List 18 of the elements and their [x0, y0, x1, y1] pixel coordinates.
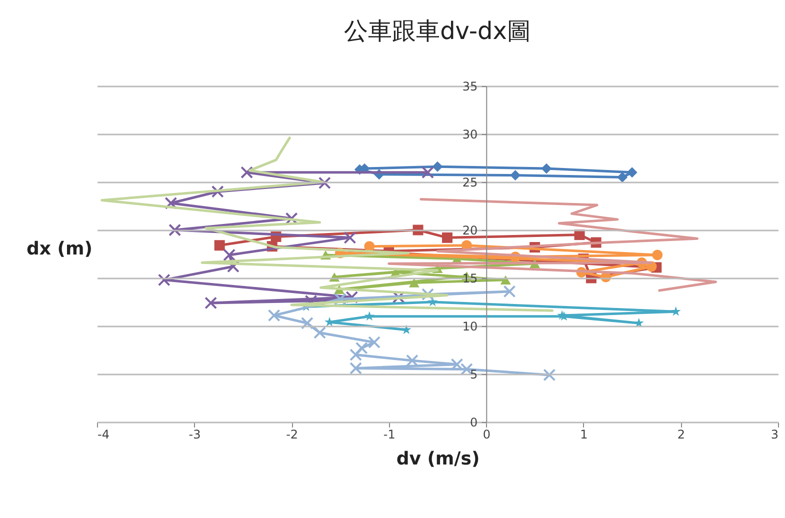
x-tick-label: -2 [286, 428, 298, 442]
x-tick-label: 3 [770, 428, 778, 442]
x-tick-label: -3 [188, 428, 201, 442]
y-tick-label: 25 [462, 176, 478, 190]
y-axis-title: dx (m) [26, 238, 92, 260]
y-tick-label: 10 [462, 320, 478, 334]
y-tick-label: 35 [462, 80, 478, 94]
y-tick-label: 0 [470, 416, 478, 430]
x-tick-label: -1 [383, 428, 396, 442]
y-tick-label: 30 [462, 128, 478, 142]
x-tick-label: 0 [482, 428, 490, 442]
x-tick-label: 1 [580, 428, 588, 442]
y-tick-label: 5 [470, 368, 478, 382]
x-tick-label: 2 [677, 428, 686, 442]
chart-title: 公車跟車dv-dx圖 [344, 17, 531, 45]
x-axis-title: dv (m/s) [396, 448, 480, 470]
x-tick-label: -4 [98, 428, 110, 442]
y-tick-label: 20 [462, 224, 478, 238]
